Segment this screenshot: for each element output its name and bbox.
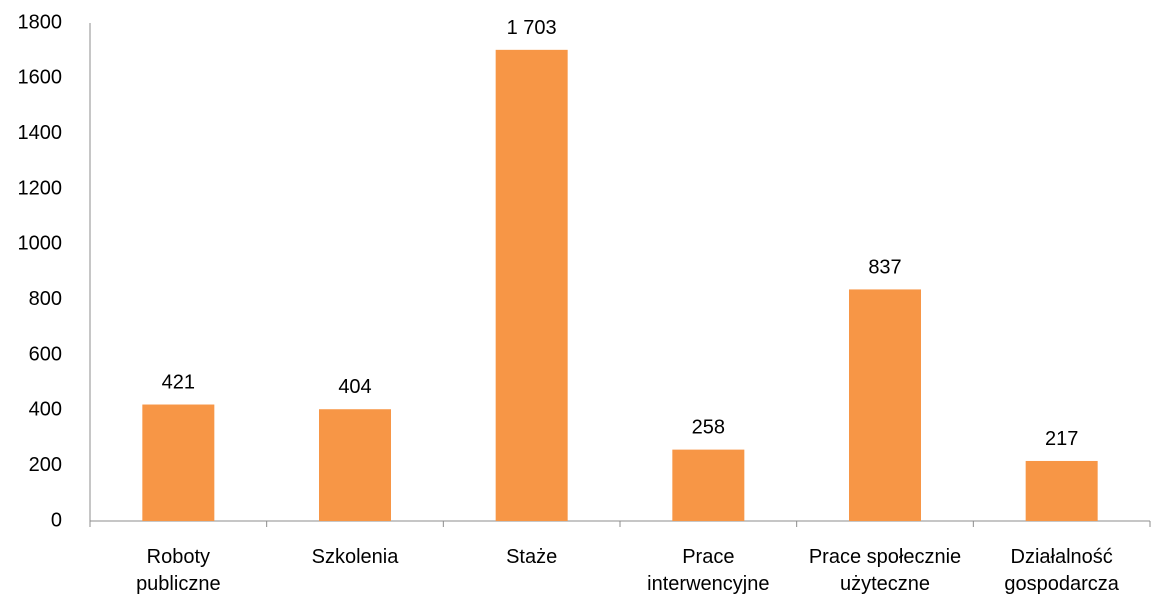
category-label-line: gospodarcza	[1004, 573, 1119, 595]
category-label-line: Szkolenia	[312, 546, 400, 568]
category-label-line: Staże	[506, 546, 557, 568]
y-tick-label: 1600	[18, 67, 63, 89]
y-tick-labels: 0 200 400 600 800 1000 1200 1400 1600 1800	[18, 11, 63, 531]
category-label-line: Prace	[682, 546, 734, 568]
y-tick-label: 200	[29, 454, 62, 476]
category-labels: Roboty publiczne Szkolenia Staże Prace interw…	[136, 546, 1120, 595]
category-label-line: Działalność	[1011, 546, 1113, 568]
category-label-line: Prace społecznie	[809, 546, 961, 568]
category-label-line: interwencyjne	[647, 573, 769, 595]
category-label-line: użyteczne	[840, 573, 930, 595]
category-label: Działalność gospodarcza	[1004, 546, 1119, 595]
category-label-line: Roboty	[147, 546, 210, 568]
y-tick-label: 1400	[18, 122, 63, 144]
bar	[849, 289, 921, 521]
data-label: 217	[1045, 428, 1078, 450]
bars	[142, 49, 1098, 521]
category-label: Prace interwencyjne	[647, 546, 769, 595]
y-tick-label: 1200	[18, 177, 63, 199]
y-axis: 0 200 400 600 800 1000 1200 1400 1600 1800	[18, 11, 91, 531]
category-label: Prace społecznie użyteczne	[809, 546, 961, 595]
category-label-line: publiczne	[136, 573, 221, 595]
data-labels: 421 404 1 703 258 837 217	[162, 17, 1079, 450]
bar	[319, 409, 391, 521]
bar	[142, 404, 215, 521]
data-label: 1 703	[507, 17, 557, 39]
bar	[1025, 460, 1098, 521]
y-tick-label: 1000	[18, 233, 63, 255]
data-label: 837	[868, 256, 901, 278]
y-tick-label: 600	[29, 343, 62, 365]
data-label: 421	[162, 372, 195, 394]
bar	[672, 449, 745, 521]
x-tick-marks	[89, 521, 1151, 527]
bar	[495, 49, 568, 521]
category-label: Staże	[506, 546, 557, 568]
category-label: Roboty publiczne	[136, 546, 221, 595]
category-label: Szkolenia	[312, 546, 400, 568]
data-label: 258	[692, 417, 725, 439]
y-tick-label: 1800	[18, 11, 63, 33]
y-tick-label: 800	[29, 288, 62, 310]
y-tick-label: 0	[51, 509, 62, 531]
y-tick-label: 400	[29, 399, 62, 421]
x-axis: Roboty publiczne Szkolenia Staże Prace interw…	[89, 520, 1151, 595]
data-label: 404	[338, 376, 371, 398]
